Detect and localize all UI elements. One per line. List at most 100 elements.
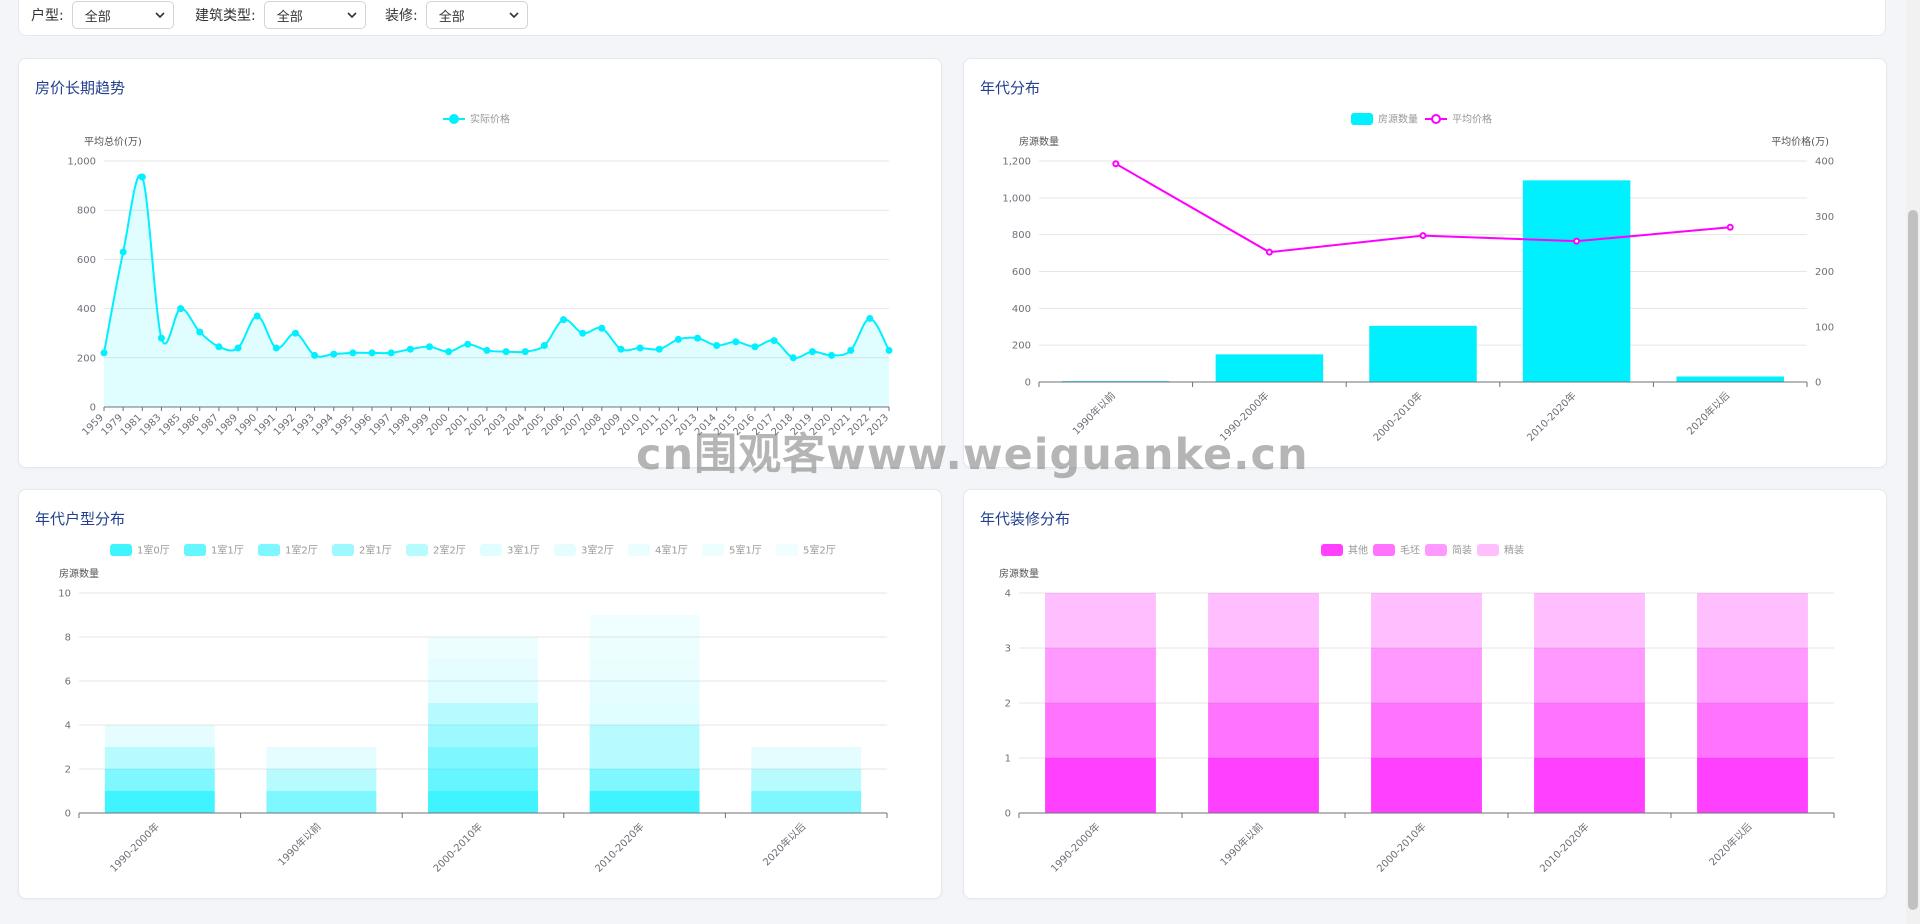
data-point	[157, 334, 165, 342]
decoration-select[interactable]: 全部	[425, 1, 528, 29]
legend-label: 1室1厅	[211, 544, 244, 557]
bar-segment	[589, 703, 700, 725]
legend-label: 5室1厅	[729, 544, 762, 557]
legend-label: 4室1厅	[655, 544, 688, 557]
data-point	[311, 351, 319, 359]
data-point	[1419, 232, 1427, 240]
bar-segment	[428, 637, 538, 659]
y2-tick-label: 100	[1815, 322, 1834, 333]
page-scrollbar[interactable]	[1906, 0, 1920, 924]
bar-segment	[1045, 758, 1156, 813]
legend-swatch	[184, 544, 206, 556]
legend-swatch	[628, 544, 650, 556]
data-point	[828, 351, 836, 359]
legend-swatch	[332, 544, 354, 556]
bar-segment	[1697, 703, 1808, 758]
legend-label: 2室2厅	[433, 544, 466, 557]
data-point	[330, 350, 338, 358]
data-point	[425, 343, 433, 351]
x-tick-label: 2000-2010年	[1374, 820, 1429, 875]
data-point	[464, 340, 472, 348]
data-point	[1726, 223, 1734, 231]
bar-segment	[104, 725, 215, 747]
x-tick-label: 2000-2010年	[1370, 389, 1425, 444]
legend-marker	[1431, 114, 1441, 124]
bar-segment	[1371, 703, 1482, 758]
legend-label: 5室2厅	[803, 544, 836, 557]
y-tick-label: 0	[90, 403, 96, 414]
bar-segment	[266, 791, 377, 813]
legend-swatch	[1373, 544, 1395, 556]
data-point	[579, 329, 587, 337]
bar-segment	[589, 659, 700, 681]
x-tick-label: 2000-2010年	[430, 820, 485, 875]
bar-segment	[1371, 648, 1482, 703]
legend-label: 3室2厅	[581, 544, 614, 557]
x-tick-label: 1990-2000年	[107, 820, 162, 875]
decade-dist-panel: 年代分布 0 200 400 600 800 1,000 1,200 房源数量 0 100 200 3…	[963, 58, 1887, 468]
y-tick-label: 10	[58, 589, 71, 600]
y-axis-label: 平均总价(万)	[84, 135, 142, 148]
data-point	[100, 349, 108, 357]
legend-label: 毛坯	[1400, 545, 1420, 557]
data-point	[560, 316, 568, 324]
y-tick-label: 600	[1012, 267, 1031, 278]
data-point	[368, 349, 376, 357]
x-tick-label: 2010-2020年	[592, 820, 647, 875]
y-tick-label: 0	[65, 809, 71, 820]
data-point	[406, 345, 414, 353]
y-axis-label: 房源数量	[59, 567, 99, 580]
layout-select[interactable]: 全部	[71, 1, 174, 29]
building-type-select[interactable]: 全部	[263, 1, 366, 29]
y-tick-label: 1,000	[1002, 193, 1031, 204]
data-point	[177, 305, 185, 313]
bar-segment	[1045, 703, 1156, 758]
layout-select-value: 全部	[84, 9, 111, 25]
y-tick-label: 200	[1012, 341, 1031, 352]
data-point	[655, 345, 663, 353]
bar-segment	[428, 703, 538, 725]
panel-title: 年代装修分布	[980, 510, 1071, 528]
bar-segment	[266, 747, 377, 769]
bar-segment	[589, 681, 700, 703]
bar-segment	[428, 769, 538, 791]
legend-label: 其他	[1348, 544, 1368, 557]
bar-segment	[589, 637, 700, 659]
bar-segment	[428, 725, 538, 747]
scrollbar-thumb[interactable]	[1908, 210, 1918, 910]
data-point	[272, 344, 280, 352]
data-point	[215, 343, 223, 351]
panel-title: 年代户型分布	[35, 510, 126, 528]
y-tick-label: 400	[77, 304, 96, 315]
bar-segment	[266, 769, 377, 791]
legend-swatch	[1351, 113, 1373, 125]
bar-segment	[1697, 593, 1808, 648]
bar-segment	[1208, 758, 1319, 813]
data-point	[234, 344, 242, 352]
legend-label: 简装	[1452, 544, 1472, 557]
bar-segment	[1208, 703, 1319, 758]
series-line	[103, 173, 890, 360]
legend-swatch	[554, 544, 576, 556]
bar-segment	[104, 747, 215, 769]
data-point	[1573, 237, 1581, 245]
y-tick-label: 8	[65, 633, 71, 644]
y-tick-label: 200	[77, 353, 96, 364]
bar-segment	[1045, 648, 1156, 703]
legend-label: 1室0厅	[137, 544, 170, 557]
y2-tick-label: 400	[1815, 157, 1834, 168]
bar-segment	[1697, 648, 1808, 703]
bar	[1215, 354, 1324, 382]
data-point	[483, 346, 491, 354]
x-tick-label: 2020年以后	[1684, 389, 1732, 437]
data-point	[291, 329, 299, 337]
legend-swatch	[1425, 544, 1447, 556]
decade-decoration-panel: 年代装修分布 0 1 2 3 4 房源数量 其他 毛坯 简装 精装 1990-2000年 1990年以…	[963, 489, 1887, 899]
y-tick-label: 0	[1005, 809, 1011, 820]
x-tick-label: 1990年以前	[275, 820, 323, 868]
legend-swatch	[258, 544, 280, 556]
bar-segment	[428, 681, 538, 703]
bar-segment	[1371, 758, 1482, 813]
bar-segment	[751, 769, 862, 791]
legend-swatch	[406, 544, 428, 556]
